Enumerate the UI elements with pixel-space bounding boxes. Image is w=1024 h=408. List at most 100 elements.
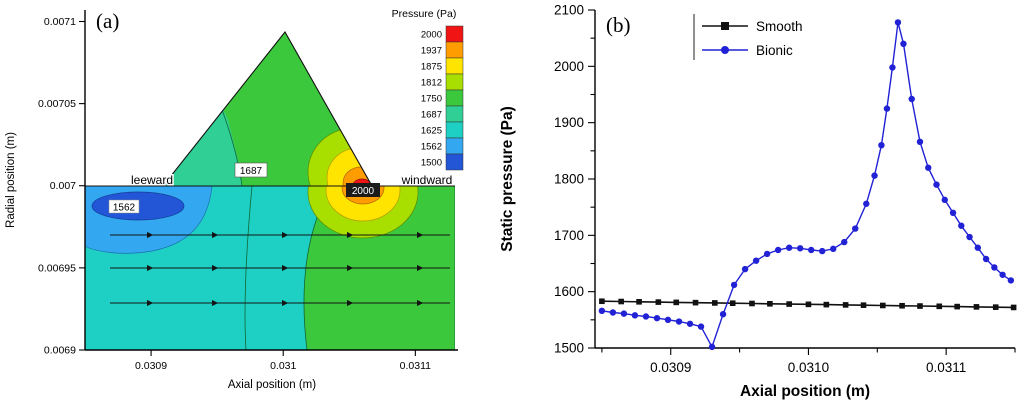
marker-circle — [752, 257, 760, 264]
marker-square — [636, 299, 642, 305]
marker-circle — [958, 222, 965, 229]
x-axis-title: Axial position (m) — [740, 383, 870, 400]
y-tick-label: 0.007 — [50, 180, 76, 192]
y-tick-label: 2100 — [554, 3, 584, 18]
colorbar-level-label: 2000 — [421, 30, 442, 41]
colorbar-block — [445, 121, 464, 139]
colorbar-title: Pressure (Pa) — [392, 8, 457, 20]
x-tick-label: 0.031 — [270, 360, 296, 372]
marker-square — [936, 303, 943, 310]
marker-circle — [686, 320, 694, 327]
marker-circle — [785, 244, 793, 251]
colorbar-block — [445, 57, 464, 75]
y-tick-label: 0.0071 — [44, 16, 76, 28]
marker-circle — [1007, 277, 1015, 284]
leeward-label: leeward — [131, 173, 173, 187]
legend-bionic-circle-marker — [721, 46, 729, 54]
marker-circle — [730, 281, 738, 289]
marker-circle — [900, 40, 907, 47]
windward-label: windward — [401, 173, 453, 187]
legend: Smooth Bionic — [693, 14, 803, 60]
marker-square — [749, 300, 755, 307]
bump-triangle-region — [163, 32, 372, 186]
panel-b-ticks: 0.0309 0.0310 0.0311 1500 1600 1700 1800 1900 20… — [554, 3, 1016, 375]
colorbar-block — [445, 105, 464, 123]
series-line-bionic — [601, 22, 1012, 349]
marker-circle — [653, 314, 661, 322]
marker-circle — [878, 142, 885, 149]
marker-circle — [941, 196, 948, 204]
marker-circle — [999, 271, 1006, 278]
y-tick-label: 1700 — [554, 228, 584, 243]
panel-a-ticks: 0.0309 0.031 0.0311 0.0069 0.00695 0.007 0.007… — [38, 16, 431, 372]
marker-circle — [933, 181, 940, 188]
marker-circle — [852, 225, 859, 232]
peak-label-chip — [346, 183, 380, 197]
colorbar-block — [445, 89, 464, 107]
series-plot-area — [598, 19, 1017, 351]
marker-square — [729, 300, 736, 307]
low-label-chip — [108, 199, 140, 214]
colorbar-blocks: 2000 1937 1875 1812 1750 1687 1625 1562 1500 — [421, 25, 464, 171]
y-tick-label: 0.00705 — [38, 98, 76, 110]
x-tick-label: 0.0311 — [926, 360, 966, 375]
legend-label-smooth: Smooth — [756, 19, 803, 34]
marker-circle — [991, 264, 998, 271]
marker-square — [618, 298, 624, 305]
marker-circle — [796, 245, 804, 252]
marker-circle — [675, 318, 683, 325]
x-axis-title: Axial position (m) — [228, 379, 316, 391]
colorbar-level-label: 1750 — [421, 94, 442, 105]
marker-circle — [894, 19, 902, 26]
x-tick-label: 0.0310 — [788, 360, 829, 375]
marker-square — [899, 302, 905, 309]
marker-circle — [719, 311, 727, 318]
marker-circle — [774, 246, 782, 254]
marker-square — [805, 301, 812, 308]
marker-circle — [871, 172, 878, 179]
colorbar-level-label: 1562 — [421, 142, 442, 153]
marker-square — [673, 299, 680, 306]
marker-square — [655, 299, 662, 305]
panel-a-label: (a) — [96, 9, 119, 33]
marker-circle — [708, 343, 716, 351]
x-tick-label: 0.0309 — [650, 360, 691, 375]
y-tick-label: 0.0069 — [44, 345, 76, 357]
y-tick-label: 1900 — [554, 115, 584, 130]
colorbar-block — [445, 41, 464, 59]
marker-square — [880, 302, 886, 309]
streamlines — [110, 231, 450, 307]
colorbar: Pressure (Pa) 2000 1937 1875 1812 1750 1687 16… — [392, 8, 464, 171]
marker-circle — [916, 138, 924, 146]
y-axis-title: Static pressure (Pa) — [499, 106, 516, 252]
marker-circle — [841, 238, 848, 246]
marker-circle — [830, 245, 837, 253]
marker-circle — [966, 233, 973, 241]
bump-leeward-band — [163, 92, 242, 186]
legend-smooth-square-marker — [721, 22, 729, 30]
marker-square — [973, 304, 980, 310]
marker-circle — [741, 265, 749, 273]
x-tick-label: 0.0309 — [135, 360, 167, 372]
colorbar-level-label: 1625 — [421, 126, 442, 137]
panel-b-line-plot: 0.0309 0.0310 0.0311 1500 1600 1700 1800 1900 20… — [499, 3, 1017, 400]
marker-circle — [908, 95, 915, 103]
marker-circle — [609, 309, 617, 316]
marker-circle — [664, 316, 672, 324]
y-axis-title: Radial position (m) — [5, 132, 17, 228]
marker-circle — [819, 247, 826, 255]
marker-square — [842, 302, 849, 308]
colorbar-level-label: 1812 — [421, 78, 442, 89]
marker-square — [860, 302, 867, 308]
marker-circle — [697, 323, 705, 330]
marker-square — [917, 303, 923, 309]
marker-circle — [889, 64, 896, 71]
y-tick-label: 1500 — [554, 341, 584, 356]
colorbar-level-label: 1687 — [421, 110, 442, 121]
y-tick-label: 1800 — [554, 172, 584, 187]
annotations: leeward windward 1687 2000 1562 — [108, 162, 454, 214]
peak-2000-label: 2000 — [352, 186, 375, 197]
panel-a-contour-plot: 0.0309 0.031 0.0311 0.0069 0.00695 0.007 0.007… — [5, 8, 464, 391]
low-1562-label: 1562 — [113, 203, 136, 214]
